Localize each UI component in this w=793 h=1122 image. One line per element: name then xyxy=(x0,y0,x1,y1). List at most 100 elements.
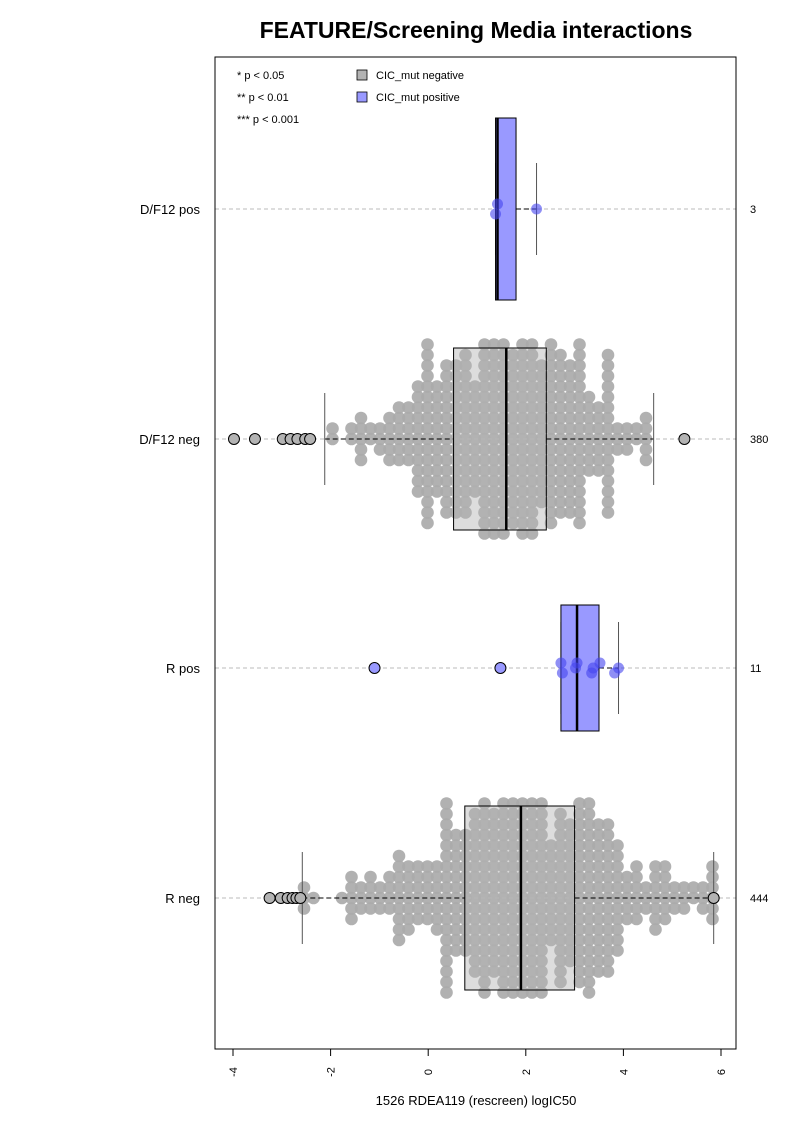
beeswarm-point xyxy=(563,818,577,831)
beeswarm-point xyxy=(516,348,529,362)
beeswarm-point xyxy=(601,359,615,372)
beeswarm-point xyxy=(459,902,472,915)
beeswarm-point xyxy=(516,891,529,905)
beeswarm-point xyxy=(440,807,453,821)
beeswarm-point xyxy=(620,902,634,915)
beeswarm-point xyxy=(554,849,567,863)
beeswarm-point xyxy=(421,495,434,509)
beeswarm-point xyxy=(563,411,577,425)
beeswarm-point xyxy=(430,923,444,936)
beeswarm-point xyxy=(354,422,368,435)
beeswarm-point xyxy=(525,828,539,842)
beeswarm-point xyxy=(506,849,520,863)
beeswarm-point xyxy=(354,902,368,915)
beeswarm-point xyxy=(411,860,425,873)
beeswarm-point xyxy=(582,797,596,810)
beeswarm-point xyxy=(487,422,501,435)
beeswarm-point xyxy=(297,902,311,915)
beeswarm-point xyxy=(658,902,672,915)
beeswarm-point xyxy=(573,954,586,968)
x-axis-label: 1526 RDEA119 (rescreen) logIC50 xyxy=(376,1093,577,1108)
beeswarm-point xyxy=(497,839,510,852)
beeswarm-point xyxy=(601,390,615,404)
outlier-point xyxy=(227,433,240,445)
beeswarm-point xyxy=(611,443,624,456)
beeswarm-point xyxy=(478,485,491,498)
beeswarm-point xyxy=(563,839,577,852)
beeswarm-point xyxy=(516,422,529,435)
beeswarm-point xyxy=(402,912,415,926)
beeswarm-point xyxy=(677,902,691,915)
beeswarm-point xyxy=(535,944,548,957)
beeswarm-point xyxy=(516,912,529,926)
beeswarm-point xyxy=(421,464,434,477)
beeswarm-point xyxy=(525,516,539,530)
beeswarm-point xyxy=(639,411,653,425)
beeswarm-point xyxy=(582,986,596,999)
outlier-point xyxy=(707,892,720,904)
data-point xyxy=(555,657,567,669)
beeswarm-point xyxy=(535,828,548,842)
beeswarm-point xyxy=(544,516,558,530)
beeswarm-point xyxy=(497,849,510,863)
beeswarm-point xyxy=(459,828,472,842)
beeswarm-point xyxy=(649,870,662,884)
beeswarm-point xyxy=(535,390,548,404)
beeswarm-point xyxy=(506,474,520,488)
beeswarm-point xyxy=(411,464,425,477)
beeswarm-point xyxy=(487,923,501,936)
beeswarm-point xyxy=(478,870,491,884)
outlier-point xyxy=(248,433,261,445)
beeswarm-point xyxy=(402,902,415,915)
beeswarm-point xyxy=(478,923,491,936)
beeswarm-point xyxy=(297,881,311,894)
beeswarm-point xyxy=(554,870,567,884)
beeswarm-point xyxy=(497,923,510,936)
beeswarm-point xyxy=(535,839,548,852)
beeswarm-point xyxy=(544,849,558,863)
beeswarm-point xyxy=(373,443,387,456)
beeswarm-point xyxy=(449,933,463,947)
beeswarm-point xyxy=(459,849,472,863)
beeswarm-point xyxy=(440,359,453,372)
beeswarm-point xyxy=(525,965,539,978)
beeswarm-point xyxy=(592,422,605,435)
beeswarm-point xyxy=(487,516,501,530)
beeswarm-point xyxy=(573,348,586,362)
beeswarm-point xyxy=(592,965,605,978)
beeswarm-point xyxy=(402,881,415,894)
beeswarm-point xyxy=(563,432,577,446)
beeswarm-point xyxy=(440,965,453,978)
beeswarm-point xyxy=(563,860,577,873)
beeswarm-point xyxy=(440,380,453,393)
legend-label-positive: CIC_mut positive xyxy=(376,92,460,104)
beeswarm-point xyxy=(582,870,596,884)
beeswarm-point xyxy=(487,453,501,467)
beeswarm-point xyxy=(601,933,615,947)
beeswarm-point xyxy=(478,954,491,968)
beeswarm-point xyxy=(601,849,615,863)
beeswarm-point xyxy=(544,464,558,477)
beeswarm-point xyxy=(544,485,558,498)
beeswarm-point xyxy=(544,902,558,915)
beeswarm-point xyxy=(601,348,615,362)
beeswarm-point xyxy=(449,923,463,936)
beeswarm-point xyxy=(582,839,596,852)
beeswarm-point xyxy=(525,348,539,362)
beeswarm-point xyxy=(601,380,615,393)
group-count: 11 xyxy=(750,663,761,675)
beeswarm-point xyxy=(459,485,472,498)
beeswarm-point xyxy=(706,912,719,926)
legend-swatch-negative xyxy=(356,69,368,81)
beeswarm-point xyxy=(421,881,434,894)
beeswarm-point xyxy=(611,422,624,435)
beeswarm-point xyxy=(563,870,577,884)
beeswarm-point xyxy=(535,891,548,905)
beeswarm-point xyxy=(497,818,510,831)
beeswarm-point xyxy=(554,902,567,915)
legend: CIC_mut negative CIC_mut positive xyxy=(356,69,464,104)
beeswarm-point xyxy=(506,986,520,999)
beeswarm-point xyxy=(611,849,624,863)
beeswarm-point xyxy=(440,912,453,926)
beeswarm-point xyxy=(506,881,520,894)
